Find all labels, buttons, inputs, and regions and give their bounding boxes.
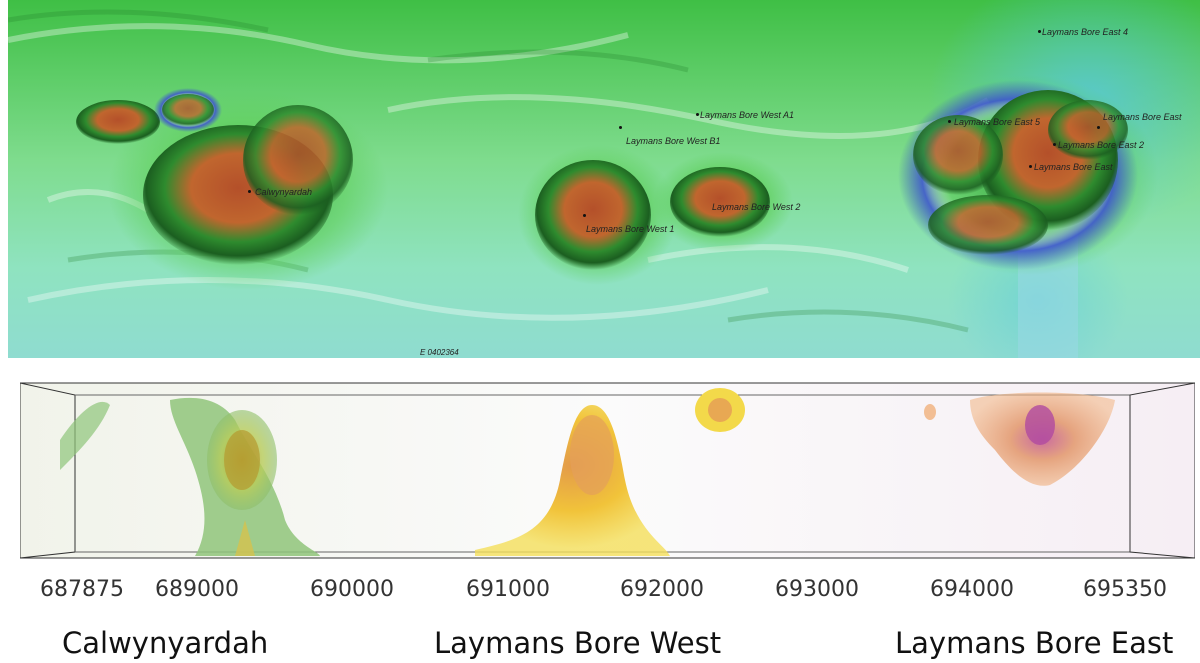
map-label-lbe-c: Laymans Bore East [1034,162,1113,172]
map-label-lbe-2: Laymans Bore East 2 [1058,140,1145,150]
map-label-lbe-5: Laymans Bore East 5 [954,117,1041,127]
cross-section-svg [19,382,1196,559]
map-label-lbe: Laymans Bore East [1103,112,1182,122]
map-label-lbw-2: Laymans Bore West 2 [712,202,801,212]
tick-689000: 689000 [155,577,239,602]
cross-section-3d-box [19,380,1196,560]
map-relief [8,0,1200,358]
lbe-c-dot [1029,165,1032,168]
zone-label-calwynyardah: Calwynyardah [62,626,269,660]
map-label-lbe-4: Laymans Bore East 4 [1042,27,1129,37]
tick-693000: 693000 [775,577,859,602]
tick-691000: 691000 [466,577,550,602]
lbe-4-dot [1038,30,1041,33]
map-label-calwynyardah: Calwynyardah [255,187,313,197]
tick-694000: 694000 [930,577,1014,602]
calwynyardah-dot [248,190,251,193]
map-label-lbw-1: Laymans Bore West 1 [586,224,675,234]
lbe-dot [1097,126,1100,129]
tick-690000: 690000 [310,577,394,602]
tick-687875: 687875 [40,577,124,602]
lbw-b1-dot [619,126,622,129]
tick-692000: 692000 [620,577,704,602]
lbw-a1-dot [696,113,699,116]
lbe-5-dot [948,120,951,123]
tick-695350: 695350 [1083,577,1167,602]
map-label-lbw-b1: Laymans Bore West B1 [626,136,721,146]
lbw-1-dot [583,214,586,217]
magnetic-anomaly-map: Calwynyardah Laymans Bore West A1 Layman… [8,0,1200,358]
lbe-2-dot [1053,143,1056,146]
zone-label-laymans-bore-west: Laymans Bore West [434,626,722,660]
map-label-lbw-a1: Laymans Bore West A1 [700,110,795,120]
easting-label: E 0402364 [420,348,459,357]
zone-label-laymans-bore-east: Laymans Bore East [895,626,1174,660]
